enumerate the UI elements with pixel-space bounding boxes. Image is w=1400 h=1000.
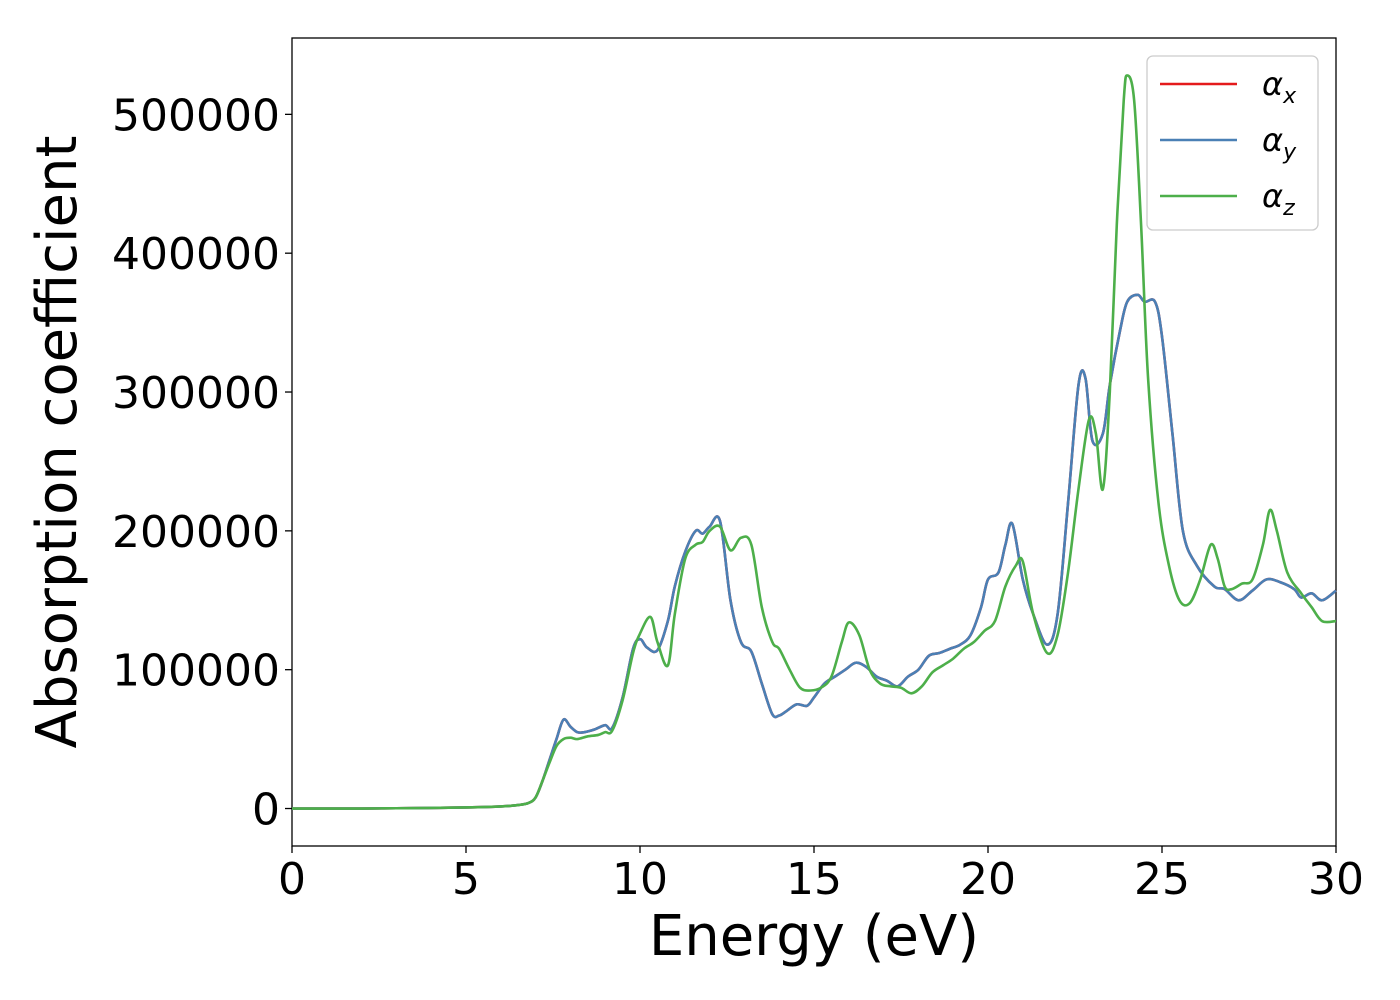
series-line-x	[292, 293, 1337, 810]
series-group	[292, 74, 1337, 810]
x-tick-label: 15	[786, 854, 842, 905]
x-tick-label: 30	[1308, 854, 1364, 905]
legend-frame	[1146, 55, 1319, 231]
x-tick-label: 5	[452, 854, 480, 905]
legend: αx αy αz	[1146, 55, 1319, 231]
x-tick-label: 25	[1134, 854, 1190, 905]
x-tick-label: 0	[278, 854, 306, 905]
y-axis-title: Absorption coefficient	[25, 136, 90, 749]
x-tick-label: 20	[960, 854, 1016, 905]
series-line-y	[292, 293, 1337, 810]
x-tick-label: 10	[612, 854, 668, 905]
y-tick-label: 100000	[112, 646, 280, 697]
y-tick-label: 0	[252, 785, 280, 836]
y-tick-label: 300000	[112, 368, 280, 419]
y-tick-label: 200000	[112, 507, 280, 558]
x-axis-title: Energy (eV)	[649, 904, 979, 969]
y-tick-label: 400000	[112, 229, 280, 280]
legend-label-z: αz	[1262, 177, 1295, 221]
legend-label-x: αx	[1262, 65, 1297, 109]
y-tick-label: 500000	[112, 90, 280, 141]
series-line-z	[292, 74, 1337, 810]
ticks-group: 0 5 10 15 20 25 30 0 100000 200000 300000 400000 500…	[112, 90, 1364, 905]
legend-label-y: αy	[1262, 121, 1297, 165]
